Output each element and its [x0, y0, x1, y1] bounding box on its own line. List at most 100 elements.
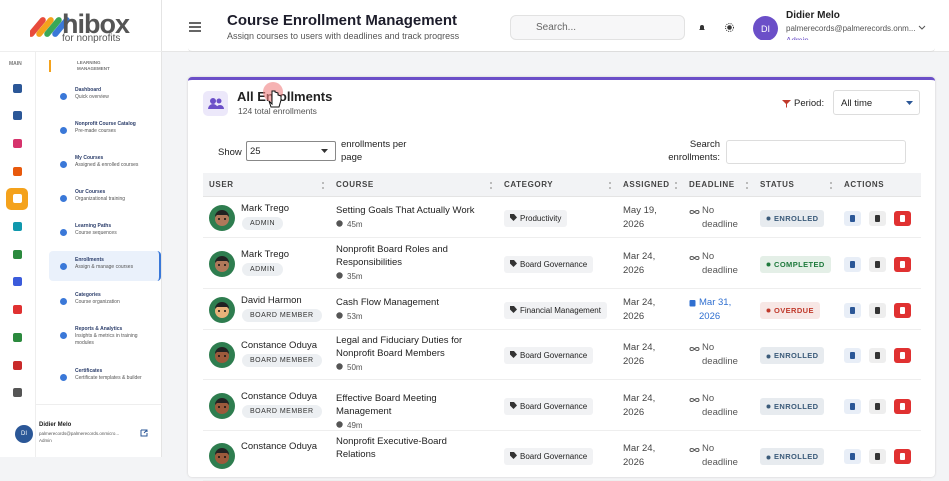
show-label: Show [218, 147, 242, 158]
rail-icon[interactable] [6, 243, 28, 265]
course-cell: Nonprofit Board Roles and Responsibiliti… [336, 243, 486, 283]
logout-icon[interactable] [140, 429, 148, 437]
logo-mark [30, 17, 70, 37]
assigned-date: Mar 24, 2026 [623, 342, 656, 367]
course-title: Nonprofit Board Roles and Responsibiliti… [336, 243, 448, 268]
view-button[interactable] [844, 256, 861, 272]
sidebar-user: DI Didier Melo palmerecords@palmerecords… [15, 404, 162, 457]
delete-button[interactable] [894, 210, 911, 226]
nav-item[interactable]: Our Courses Organizational training [49, 183, 161, 213]
view-button[interactable] [844, 398, 861, 414]
nav-item[interactable]: Nonprofit Course Catalog Pre-made courses [49, 115, 161, 145]
nav-item[interactable]: Certificates Certificate templates & buil… [49, 362, 161, 392]
rail-icon[interactable] [6, 216, 28, 238]
deadline: No deadline [689, 392, 749, 420]
avatar[interactable]: DI [753, 16, 778, 41]
deadline: Mar 31, 2026 [689, 296, 749, 324]
user-name: Mark Trego [241, 202, 290, 214]
category-badge: Board Governance [504, 397, 594, 415]
assigned-date: Mar 24, 2026 [623, 250, 656, 276]
category-text: Board Governance [520, 351, 588, 360]
rail-icon[interactable] [6, 382, 28, 404]
rail-icon[interactable] [6, 187, 28, 210]
delete-button[interactable] [894, 256, 911, 272]
edit-button[interactable] [869, 348, 886, 363]
edit-button[interactable] [869, 302, 886, 318]
edit-button[interactable] [869, 210, 886, 226]
nav-title: Dashboard [75, 87, 102, 93]
nav-subtitle: Assign & manage courses [75, 264, 134, 270]
bell-icon[interactable] [698, 24, 706, 32]
table-row: Constance Oduya BOARD MEMBER Legal and Fid… [203, 330, 921, 380]
page-size-select[interactable]: 25 [246, 141, 336, 161]
assigned-date: Mar 24, 2026 [623, 443, 656, 468]
delete-button[interactable] [894, 398, 911, 414]
course-title: Setting Goals That Actually Work [336, 204, 475, 216]
nav-icon [60, 332, 67, 339]
rail-icon[interactable] [6, 105, 28, 127]
user-name: Didier Melo [786, 10, 840, 21]
course-cell: Effective Board Meeting Management 49m [336, 392, 486, 432]
period-select[interactable]: All time [833, 90, 920, 115]
nav-icon [60, 93, 67, 100]
nav-item[interactable]: Reports & Analytics Insights & metrics in… [49, 320, 161, 350]
view-button[interactable] [844, 302, 861, 318]
rail-icon[interactable] [6, 77, 28, 99]
user-menu-toggle[interactable] [918, 25, 926, 31]
nav-item[interactable]: Dashboard Quick overview [49, 81, 161, 111]
status-badge: COMPLETED [760, 255, 831, 273]
rail-icon[interactable] [6, 271, 28, 293]
cursor [263, 82, 283, 108]
search-placeholder: Search... [536, 22, 577, 33]
deadline-text: Mar 31, 2026 [699, 296, 732, 322]
user-cell: Mark Trego ADMIN [241, 249, 289, 276]
rail-label: MAIN [9, 61, 22, 67]
rail-icon[interactable] [6, 160, 28, 182]
filter-icon [782, 100, 791, 108]
rail-icon[interactable] [6, 132, 28, 154]
rail-icon[interactable] [6, 326, 28, 348]
delete-button[interactable] [894, 348, 911, 363]
nav-title: Our Courses [75, 189, 106, 195]
table-row: Mark Trego ADMIN Setting Goals That Actual… [203, 197, 921, 238]
period-value: All time [841, 98, 873, 109]
nav-item[interactable]: Categories Course organization [49, 286, 161, 316]
role-badge: BOARD MEMBER [242, 404, 322, 418]
user-name: Constance Oduya [241, 390, 318, 402]
nav-item[interactable]: Enrollments Assign & manage courses [49, 251, 161, 281]
role-badge: ADMIN [242, 262, 284, 276]
view-button[interactable] [844, 210, 861, 226]
edit-button[interactable] [869, 398, 886, 414]
course-cell: Setting Goals That Actually Work 45m [336, 204, 486, 231]
sort-icon [609, 182, 613, 189]
table-search[interactable] [726, 140, 906, 164]
theme-icon[interactable] [725, 23, 734, 32]
deadline: No deadline [689, 250, 749, 278]
sort-icon [830, 182, 834, 189]
status-text: ENROLLED [774, 213, 819, 223]
nav-title: Reports & Analytics [75, 326, 123, 332]
delete-button[interactable] [894, 302, 911, 318]
nav-item[interactable]: Learning Paths Course sequences [49, 217, 161, 247]
rail-icon[interactable] [6, 354, 28, 376]
user-role: Admin [39, 438, 52, 443]
table-row: Constance Oduya Nonprofit Executive-Board… [203, 431, 921, 481]
view-button[interactable] [844, 348, 861, 363]
sort-icon [490, 182, 494, 189]
menu-button[interactable] [189, 22, 201, 32]
duration-text: 45m [347, 219, 363, 229]
course-duration: 49m [336, 419, 486, 432]
category-badge: Productivity [504, 209, 568, 227]
search-box[interactable]: Search... [510, 15, 685, 40]
table-row: Mark Trego ADMIN Nonprofit Board Roles and… [203, 238, 921, 289]
user-avatar [209, 443, 235, 469]
rail-icon[interactable] [6, 299, 28, 321]
category-text: Productivity [520, 213, 562, 223]
page-subtitle: Assign courses to users with deadlines a… [227, 31, 460, 41]
user-cell: David Harmon BOARD MEMBER [241, 295, 322, 322]
edit-button[interactable] [869, 256, 886, 272]
nav-item[interactable]: My Courses Assigned & enrolled courses [49, 149, 161, 179]
nav-title: Nonprofit Course Catalog [75, 121, 136, 127]
course-cell: Nonprofit Executive-Board Relations [336, 435, 486, 461]
